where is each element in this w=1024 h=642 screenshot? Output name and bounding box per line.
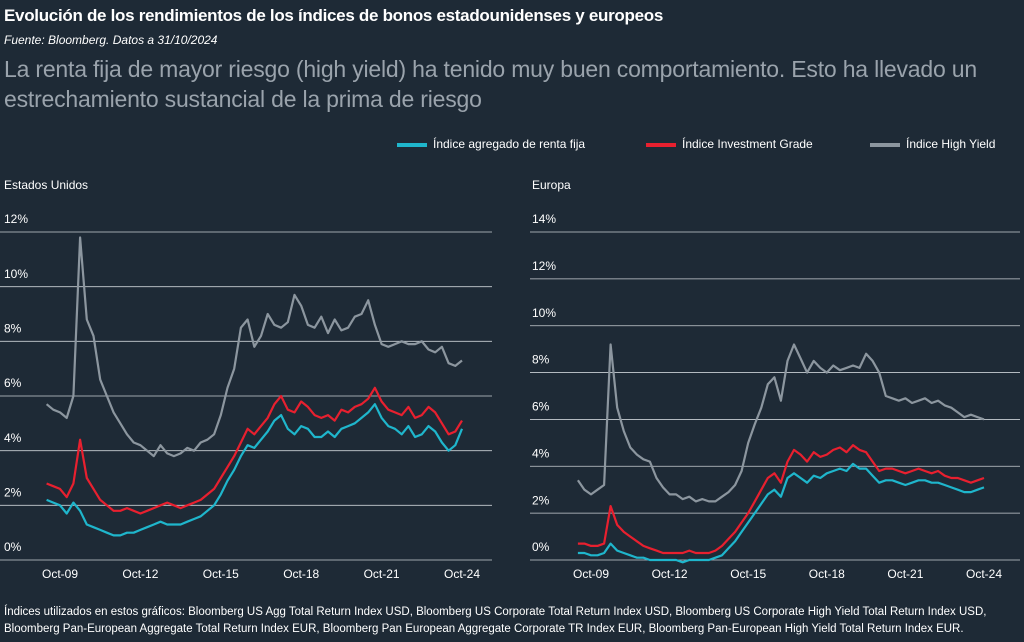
y-tick-label: 6% <box>532 400 550 414</box>
x-tick-label: Oct-21 <box>887 567 923 581</box>
source: Fuente: Bloomberg. Datos a 31/10/2024 <box>4 33 218 47</box>
x-tick-label: Oct-15 <box>203 567 239 581</box>
legend-label: Índice agregado de renta fija <box>433 136 585 151</box>
series-line <box>46 386 463 515</box>
x-tick-label: Oct-18 <box>283 567 319 581</box>
y-tick-label: 4% <box>532 446 550 460</box>
series-line <box>45 236 463 458</box>
series-line <box>577 462 985 564</box>
x-tick-label: Oct-09 <box>573 567 609 581</box>
legend-label: Índice High Yield <box>906 136 995 151</box>
x-tick-label: Oct-24 <box>966 567 1002 581</box>
x-tick-label: Oct-12 <box>122 567 158 581</box>
chart-title: Europa <box>532 178 571 192</box>
y-tick-label: 2% <box>532 493 550 507</box>
y-tick-label: 0% <box>4 540 22 554</box>
x-tick-label: Oct-18 <box>809 567 845 581</box>
page-title: Evolución de los rendimientos de los índ… <box>4 6 663 25</box>
series-line <box>576 343 985 503</box>
x-tick-label: Oct-21 <box>364 567 400 581</box>
y-tick-label: 12% <box>4 212 28 226</box>
y-tick-label: 4% <box>4 431 22 445</box>
subtitle: La renta fija de mayor riesgo (high yiel… <box>4 56 977 112</box>
x-tick-label: Oct-15 <box>730 567 766 581</box>
y-tick-label: 12% <box>532 259 556 273</box>
y-tick-label: 8% <box>532 353 550 367</box>
series-line <box>46 403 464 537</box>
legend-label: Índice Investment Grade <box>682 136 813 151</box>
y-tick-label: 0% <box>532 540 550 554</box>
y-tick-label: 6% <box>4 376 22 390</box>
chart-title: Estados Unidos <box>4 178 88 192</box>
y-tick-label: 8% <box>4 322 22 336</box>
series-line <box>577 444 985 555</box>
y-tick-label: 2% <box>4 486 22 500</box>
footnote: Índices utilizados en estos gráficos: Bl… <box>4 606 987 635</box>
y-tick-label: 10% <box>532 306 556 320</box>
y-tick-label: 10% <box>4 267 28 281</box>
x-tick-label: Oct-12 <box>652 567 688 581</box>
x-tick-label: Oct-24 <box>444 567 480 581</box>
y-tick-label: 14% <box>532 212 556 226</box>
charts: Índice agregado de renta fija Índice Inve… <box>0 136 1020 581</box>
x-tick-label: Oct-09 <box>42 567 78 581</box>
